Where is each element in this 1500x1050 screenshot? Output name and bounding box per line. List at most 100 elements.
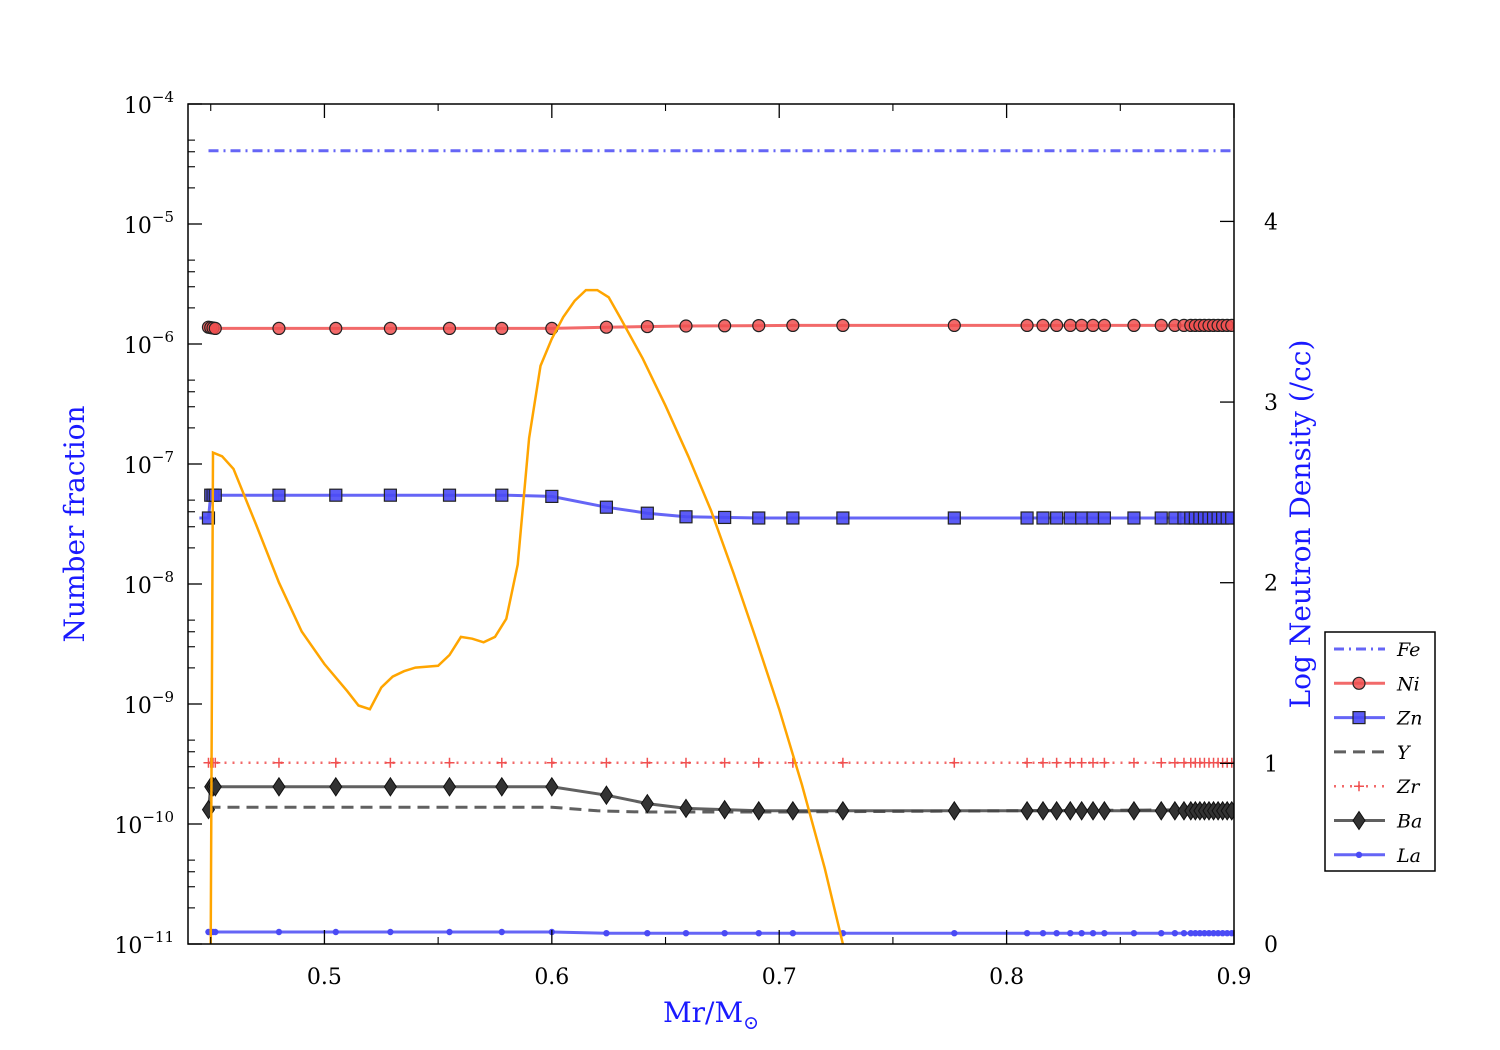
marker-zn bbox=[1097, 511, 1111, 525]
marker-zn bbox=[599, 500, 614, 514]
marker-ba bbox=[752, 800, 766, 821]
marker-ba bbox=[495, 776, 509, 797]
marker-la bbox=[644, 930, 651, 937]
marker-zr bbox=[496, 757, 507, 768]
marker-zn bbox=[679, 510, 693, 524]
marker-zn bbox=[495, 488, 509, 502]
marker-ni bbox=[1075, 318, 1089, 332]
marker-zr bbox=[1099, 757, 1110, 768]
marker-ni bbox=[208, 321, 222, 335]
marker-la bbox=[1219, 930, 1226, 937]
marker-la bbox=[789, 930, 797, 937]
marker-ba bbox=[545, 776, 559, 797]
marker-ni bbox=[1086, 318, 1100, 332]
y-left-tick-label: 10−8 bbox=[124, 568, 174, 599]
marker-zr bbox=[642, 757, 653, 768]
marker-ni bbox=[640, 319, 654, 334]
marker-zn bbox=[329, 488, 343, 502]
tick-layer: 0.5 0.6 0.7 0.8 0.9 10−4 10−5 10−6 10−7 10−8 10−9 1… bbox=[114, 88, 1278, 990]
y-right-tick-label: 2 bbox=[1264, 572, 1278, 597]
marker-ni bbox=[1097, 318, 1111, 332]
y-axis-right-title: Log Neutron Density (/cc) bbox=[1284, 340, 1317, 709]
marker-zr bbox=[546, 757, 557, 768]
marker-ni bbox=[329, 321, 343, 335]
y-left-tick-label: 10−6 bbox=[124, 328, 174, 359]
marker-zn bbox=[1127, 511, 1141, 525]
x-tick-label: 0.8 bbox=[989, 965, 1024, 990]
marker-ni bbox=[679, 319, 693, 333]
marker-la bbox=[1214, 930, 1222, 937]
marker-zn bbox=[1036, 511, 1050, 525]
series-zn bbox=[199, 488, 1234, 525]
marker-la bbox=[275, 928, 283, 936]
legend-label-la: La bbox=[1396, 845, 1421, 867]
neutron-density-line bbox=[209, 288, 845, 944]
marker-zr bbox=[1128, 757, 1139, 768]
marker-ba bbox=[442, 776, 457, 797]
marker-ba bbox=[1225, 800, 1234, 821]
marker-zr bbox=[330, 757, 341, 768]
marker-la bbox=[1053, 930, 1060, 937]
legend-marker-ni bbox=[1352, 676, 1366, 690]
marker-la bbox=[1039, 930, 1047, 937]
marker-la bbox=[603, 930, 610, 937]
marker-ni bbox=[1020, 318, 1034, 332]
marker-ni bbox=[1063, 318, 1077, 332]
marker-ba bbox=[329, 776, 343, 797]
marker-la bbox=[387, 928, 394, 936]
marker-la bbox=[1187, 930, 1194, 937]
marker-ni bbox=[1154, 318, 1168, 332]
marker-la bbox=[1101, 930, 1108, 937]
marker-zn bbox=[1063, 511, 1077, 525]
marker-la bbox=[446, 928, 453, 936]
marker-zr bbox=[680, 757, 691, 768]
series-line-la bbox=[208, 930, 1234, 935]
legend-marker-la bbox=[1355, 851, 1363, 858]
legend-marker-zr bbox=[1354, 781, 1364, 792]
marker-la bbox=[1089, 930, 1097, 937]
marker-ni bbox=[836, 318, 850, 332]
marker-zr bbox=[1022, 757, 1033, 768]
marker-zn bbox=[1154, 511, 1168, 525]
marker-ni bbox=[495, 321, 509, 335]
marker-la bbox=[1205, 930, 1213, 937]
marker-la bbox=[1210, 930, 1217, 937]
marker-zr bbox=[273, 757, 284, 768]
marker-la bbox=[951, 930, 958, 937]
series-layer bbox=[199, 149, 1234, 944]
marker-zn bbox=[1225, 511, 1234, 525]
marker-la bbox=[1130, 930, 1138, 937]
y-right-tick-label: 0 bbox=[1264, 933, 1278, 958]
marker-ba bbox=[201, 799, 216, 820]
marker-la bbox=[1067, 930, 1074, 937]
marker-zr bbox=[753, 757, 764, 768]
marker-zn bbox=[545, 489, 559, 503]
marker-ba bbox=[679, 798, 693, 819]
marker-zn bbox=[1075, 511, 1089, 525]
y-right-tick-label: 4 bbox=[1264, 210, 1278, 235]
marker-la bbox=[212, 928, 219, 936]
marker-ba bbox=[1075, 800, 1089, 821]
y-right-tick-label: 3 bbox=[1264, 391, 1278, 416]
y-left-tick-label: 10−4 bbox=[124, 88, 174, 119]
marker-zr bbox=[1076, 757, 1087, 768]
marker-ni bbox=[1127, 318, 1141, 332]
marker-ba bbox=[1154, 800, 1168, 821]
legend-label-zr: Zr bbox=[1396, 776, 1421, 798]
legend-label-y: Y bbox=[1397, 742, 1412, 764]
marker-ba bbox=[1086, 800, 1100, 821]
legend-marker-ba bbox=[1352, 810, 1366, 831]
series-line-ba bbox=[207, 785, 1234, 813]
marker-la bbox=[1201, 930, 1208, 937]
marker-zn bbox=[640, 506, 654, 520]
marker-ba bbox=[786, 800, 800, 821]
series-la bbox=[205, 928, 1234, 937]
legend-label-ni: Ni bbox=[1396, 673, 1420, 695]
y-left-tick-label: 10−10 bbox=[114, 808, 174, 839]
marker-ba bbox=[1036, 800, 1050, 821]
marker-la bbox=[755, 930, 762, 937]
marker-ba bbox=[272, 776, 286, 797]
y-left-tick-label: 10−7 bbox=[124, 448, 174, 479]
marker-la bbox=[721, 930, 728, 937]
legend-label-ba: Ba bbox=[1396, 811, 1422, 833]
